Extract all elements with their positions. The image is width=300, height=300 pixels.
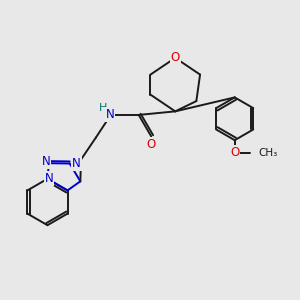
Text: N: N <box>72 157 81 170</box>
Text: N: N <box>42 155 50 168</box>
Text: N: N <box>45 172 53 185</box>
Text: O: O <box>147 138 156 151</box>
Text: H: H <box>99 103 107 113</box>
Text: N: N <box>106 108 115 121</box>
Text: CH₃: CH₃ <box>259 148 278 158</box>
Text: O: O <box>230 146 239 159</box>
Text: O: O <box>171 51 180 64</box>
